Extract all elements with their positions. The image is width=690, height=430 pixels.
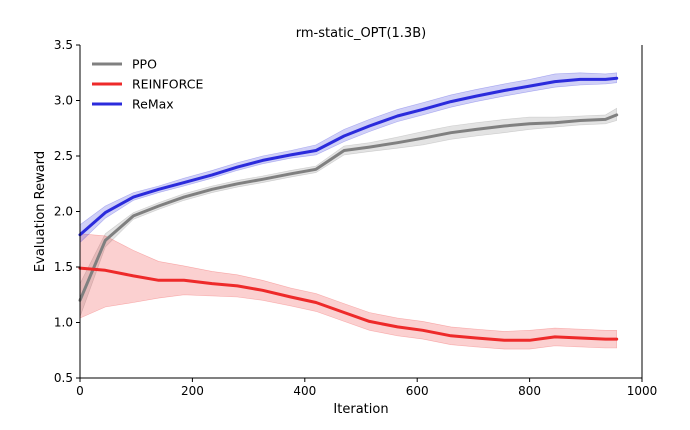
- reinforce-band: [79, 233, 617, 350]
- ppo-legend-label: PPO: [132, 57, 157, 72]
- ppo-line: [78, 113, 619, 302]
- x-tick-label: 1000: [627, 384, 658, 398]
- y-tick-label: 2.0: [54, 205, 73, 219]
- y-tick-label: 2.5: [54, 149, 73, 163]
- reinforce-line: [78, 266, 619, 342]
- y-tick-label: 0.5: [54, 371, 73, 385]
- remax-band: [79, 72, 617, 244]
- legend: PPO REINFORCE ReMax: [92, 57, 203, 112]
- x-tick-label: 400: [293, 384, 316, 398]
- remax-line: [78, 76, 619, 237]
- x-tick-label: 600: [406, 384, 429, 398]
- x-tick-label: 800: [518, 384, 541, 398]
- axes: 0 200 400 600 800 1000 0.5 1.0 1.5 2.0 2.5 3.0 3.5: [54, 38, 657, 398]
- x-tick-label: 200: [181, 384, 204, 398]
- x-tick-label: 0: [76, 384, 84, 398]
- confidence-bands: [79, 72, 617, 350]
- remax-legend-label: ReMax: [132, 97, 174, 112]
- y-tick-label: 3.5: [54, 38, 73, 52]
- reinforce-legend-label: REINFORCE: [132, 77, 203, 92]
- series-lines: [78, 76, 619, 342]
- y-tick-label: 1.5: [54, 260, 73, 274]
- x-axis-label: Iteration: [333, 402, 388, 417]
- y-tick-label: 1.0: [54, 316, 73, 330]
- y-axis-label: Evaluation Reward: [33, 151, 48, 272]
- chart-title: rm-static_OPT(1.3B): [296, 26, 426, 41]
- y-tick-label: 3.0: [54, 94, 73, 108]
